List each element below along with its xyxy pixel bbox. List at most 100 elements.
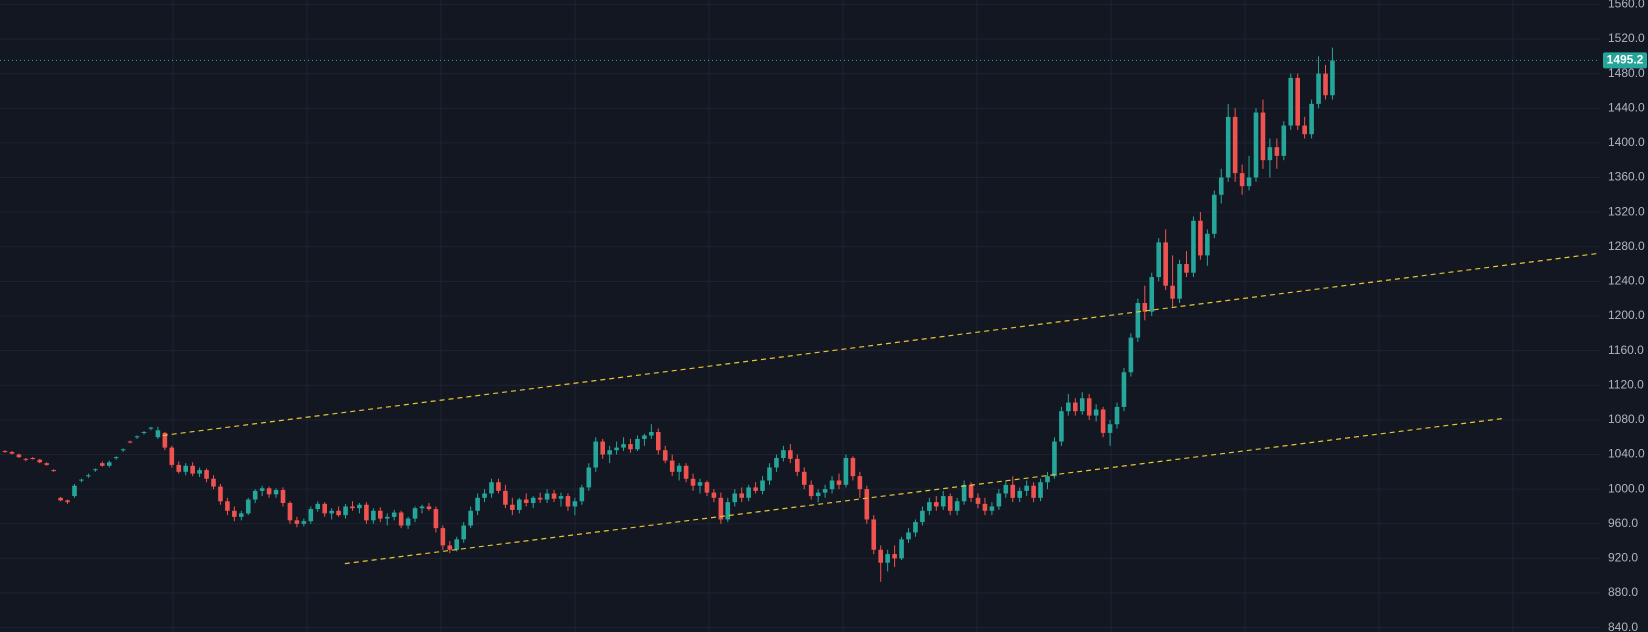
candle-body <box>461 525 466 540</box>
y-tick-label: 1200.0 <box>1608 308 1645 322</box>
candle-body <box>989 506 995 511</box>
candle-body <box>322 503 327 514</box>
candle-body <box>607 450 612 455</box>
candle-body <box>871 519 877 550</box>
y-tick-label: 960.0 <box>1608 516 1638 530</box>
candle-body <box>273 490 279 495</box>
y-tick-label: 1240.0 <box>1608 274 1645 288</box>
candle-body <box>391 512 397 517</box>
candle-body <box>1184 264 1189 273</box>
candle-body <box>642 435 647 439</box>
candle-body <box>72 485 77 497</box>
y-tick-label: 1080.0 <box>1608 412 1645 426</box>
candle-body <box>510 504 515 510</box>
candle-body <box>2 451 8 453</box>
candle-body <box>1066 402 1071 412</box>
candle-body <box>1309 103 1314 135</box>
candle-body <box>517 499 522 510</box>
candle-body <box>1149 277 1155 312</box>
candle-body <box>739 493 744 498</box>
candle-body <box>1107 424 1113 433</box>
candle-body <box>982 503 988 511</box>
y-tick-label: 1520.0 <box>1608 31 1645 45</box>
candle-body <box>204 470 209 479</box>
candle-body <box>364 504 369 521</box>
y-tick-label: 1440.0 <box>1608 100 1645 114</box>
candle-body <box>683 465 689 479</box>
candle-body <box>1086 398 1092 416</box>
candle-body <box>843 457 849 485</box>
candle-body <box>1114 406 1120 425</box>
candle-body <box>1135 303 1141 338</box>
candle-body <box>440 528 446 546</box>
candle-body <box>1128 337 1134 373</box>
candle-body <box>1121 372 1127 407</box>
candle-body <box>1246 177 1252 187</box>
candle-body <box>899 539 904 559</box>
candle-body <box>468 510 473 526</box>
candle-body <box>1323 73 1328 96</box>
candle-body <box>1274 147 1280 156</box>
candle-body <box>1059 411 1064 442</box>
candle-body <box>336 510 341 516</box>
candle-body <box>600 441 605 455</box>
candle-body <box>1198 220 1203 256</box>
candle-body <box>294 520 300 524</box>
candle-body <box>614 447 619 451</box>
candle-body <box>357 504 362 509</box>
candle-body <box>384 516 390 519</box>
candle-body <box>503 490 508 505</box>
candle-body <box>934 502 939 507</box>
candle-body <box>1142 303 1148 312</box>
candle-body <box>1288 77 1294 126</box>
y-tick-label: 1320.0 <box>1608 204 1645 218</box>
candle-body <box>489 482 494 494</box>
candle-body <box>711 492 717 498</box>
candle-body <box>940 496 946 507</box>
candle-body <box>405 518 411 526</box>
candle-body <box>913 522 918 533</box>
candle-body <box>475 497 480 511</box>
candle-body <box>398 512 404 526</box>
candle-body <box>718 497 724 520</box>
candle-body <box>1267 147 1273 161</box>
candle-body <box>725 502 731 520</box>
candle-body <box>141 432 147 434</box>
candle-body <box>482 493 487 498</box>
candle-body <box>1177 264 1182 299</box>
candle-body <box>815 492 821 497</box>
y-tick-label: 1040.0 <box>1608 447 1645 461</box>
candle-body <box>975 497 981 504</box>
candle-body <box>774 457 779 468</box>
candle-body <box>239 513 244 517</box>
candle-body <box>65 500 70 503</box>
candle-body <box>1038 482 1043 498</box>
candle-body <box>836 480 842 485</box>
candle-body <box>252 490 258 500</box>
candle-body <box>232 510 237 517</box>
candle-body <box>1031 485 1036 498</box>
candle-body <box>676 465 682 472</box>
y-tick-label: 1560.0 <box>1608 0 1645 11</box>
trendline <box>162 253 1597 437</box>
candle-body <box>148 427 154 429</box>
last-price-label: 1495.2 <box>1607 53 1644 67</box>
candle-body <box>746 487 751 498</box>
candle-body <box>197 470 202 474</box>
candle-body <box>558 496 564 499</box>
candle-body <box>1093 409 1099 416</box>
candle-body <box>523 499 529 504</box>
candle-body <box>287 503 293 521</box>
candle-body <box>155 430 161 438</box>
candle-body <box>1316 73 1321 104</box>
candle-body <box>885 554 890 563</box>
candle-body <box>162 432 168 448</box>
candle-body <box>961 484 967 502</box>
candle-body <box>697 482 703 486</box>
candle-body <box>1253 112 1259 178</box>
candle-body <box>954 501 960 511</box>
candle-body <box>23 458 29 460</box>
candle-body <box>106 462 112 466</box>
candle-body <box>1024 485 1029 491</box>
candle-body <box>113 457 119 459</box>
